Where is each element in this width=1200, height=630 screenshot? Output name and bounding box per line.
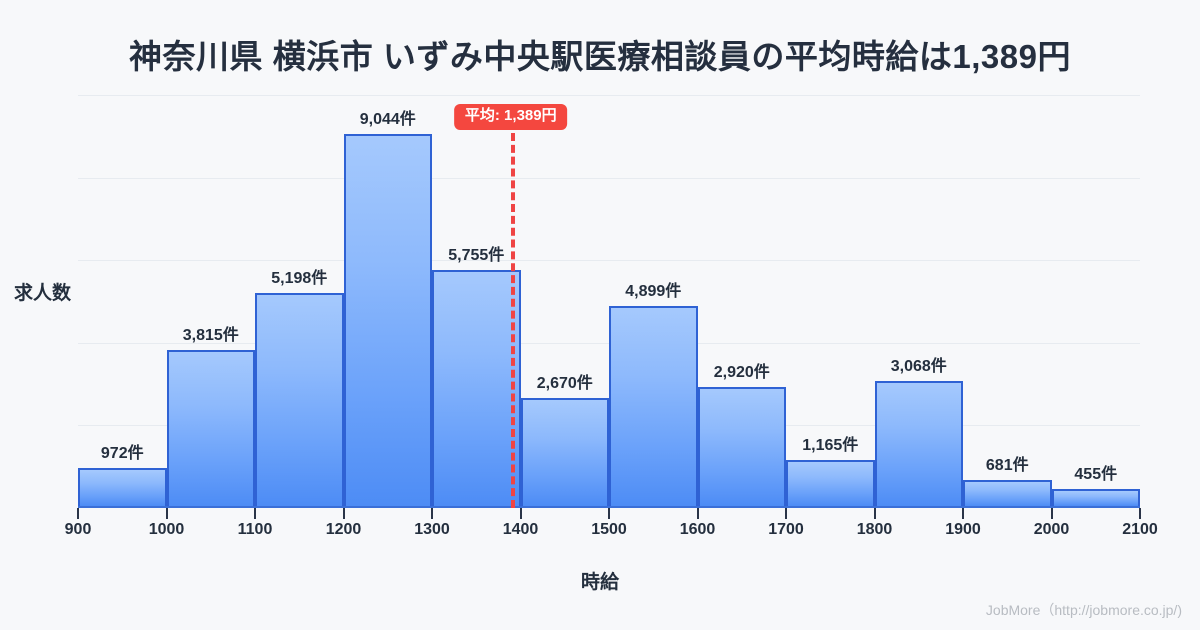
bar-group: 972件 [78, 95, 167, 508]
chart-title: 神奈川県 横浜市 いずみ中央駅医療相談員の平均時給は1,389円 [129, 38, 1071, 75]
tick-mark [1050, 508, 1053, 519]
watermark: JobMore（http://jobmore.co.jp/) [985, 602, 1182, 618]
bar-value-label: 5,198件 [271, 270, 328, 288]
bar-value-label: 972件 [100, 444, 144, 462]
x-tick-label: 1700 [768, 521, 804, 538]
x-tick-label: 1400 [502, 521, 539, 538]
tick-mark [519, 508, 522, 519]
bar[interactable] [520, 397, 609, 508]
bar-group: 1,165件 [786, 95, 875, 508]
x-axis-title: 時給 [580, 572, 619, 593]
bar-value-label: 681件 [985, 456, 1029, 474]
bar[interactable] [432, 270, 521, 508]
tick-mark [431, 508, 433, 519]
tick-mark [77, 508, 79, 519]
x-tick-label: 1600 [679, 521, 716, 538]
gridline [78, 95, 1140, 96]
tick-mark [342, 508, 345, 519]
x-tick-label: 1500 [591, 521, 627, 538]
bar[interactable] [255, 293, 344, 508]
tick-mark [608, 508, 610, 519]
bar-value-label: 3,815件 [182, 327, 239, 345]
bar[interactable] [609, 305, 698, 508]
x-tick-label: 1100 [237, 521, 273, 538]
bar-value-label: 5,755件 [448, 247, 505, 265]
bar-group: 4,899件 [609, 95, 698, 508]
bar-value-label: 2,920件 [713, 364, 770, 382]
bar-value-label: 4,899件 [625, 282, 682, 300]
bar-value-label: 1,165件 [802, 436, 859, 454]
bar-group: 3,815件 [166, 95, 255, 508]
average-badge: 平均: 1,389円 [453, 104, 568, 130]
bar-value-label: 455件 [1074, 466, 1118, 484]
bar-group: 5,198件 [255, 95, 344, 508]
x-tick-label: 1900 [945, 521, 981, 538]
bar-group: 3,068件 [874, 95, 963, 508]
x-tick-label: 2100 [1122, 521, 1158, 538]
y-axis-title: 求人数 [14, 283, 72, 304]
x-tick-label: 1200 [325, 521, 362, 538]
x-axis-baseline [78, 506, 1140, 508]
plot-area: 972件 3,815件 5,198件 9,044件 5,755件 2,670件 4,899件… [78, 95, 1140, 508]
tick-mark [1139, 508, 1141, 519]
bar-group: 681件 [963, 95, 1052, 508]
bar-value-label: 9,044件 [359, 111, 416, 129]
bar-series: 972件 3,815件 5,198件 9,044件 5,755件 2,670件 4,899件… [78, 95, 1140, 508]
bar-group: 5,755件 [432, 95, 521, 508]
bar[interactable] [874, 381, 963, 508]
tick-mark [696, 508, 699, 519]
tick-mark [165, 508, 168, 519]
bar-group: 9,044件 [343, 95, 432, 508]
gridline [78, 260, 1140, 262]
tick-mark [962, 508, 964, 519]
gridline [78, 177, 1140, 179]
bar[interactable] [963, 479, 1052, 508]
x-tick-label: 1000 [148, 521, 185, 538]
bar-group: 455件 [1051, 95, 1140, 508]
bar-value-label: 2,670件 [536, 374, 593, 392]
bar[interactable] [78, 467, 167, 508]
x-tick-label: 900 [64, 521, 92, 538]
bar[interactable] [166, 350, 255, 508]
x-tick-label: 2000 [1033, 521, 1070, 538]
tick-mark [873, 508, 876, 519]
tick-mark [785, 508, 787, 519]
x-tick-label: 1800 [856, 521, 893, 538]
bar[interactable] [697, 387, 786, 508]
bar[interactable] [786, 459, 875, 508]
bar-value-label: 3,068件 [890, 358, 947, 376]
bar-group: 2,920件 [697, 95, 786, 508]
bar-group: 2,670件 [520, 95, 609, 508]
tick-mark [254, 508, 256, 519]
x-axis-ticks: 900 1000 1100 1200 1300 1400 1500 1600 1700 1800 1… [65, 508, 1158, 548]
average-line [510, 133, 515, 508]
x-tick-label: 1300 [414, 521, 450, 538]
bar[interactable] [343, 134, 432, 508]
